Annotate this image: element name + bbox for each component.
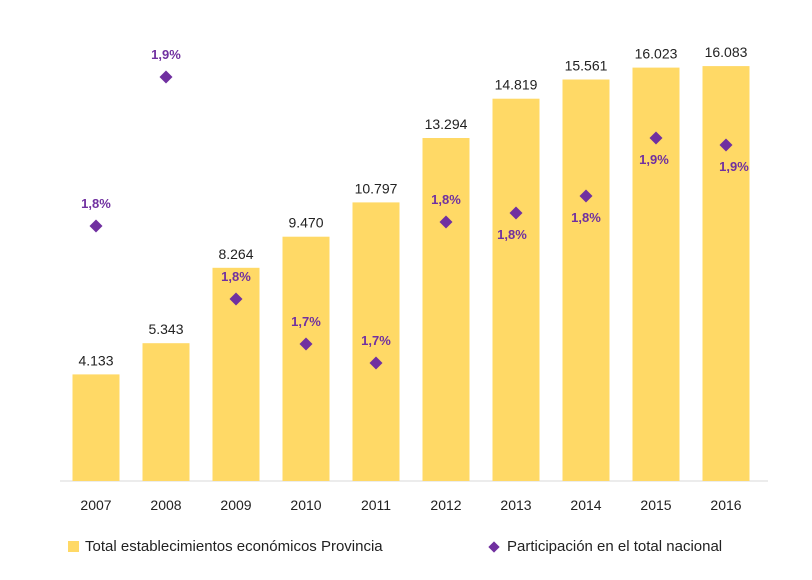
bar-2014 <box>562 79 610 481</box>
x-tick-label-2015: 2015 <box>640 497 671 513</box>
marker-label-2007: 1,8% <box>81 196 111 211</box>
bar-2013 <box>492 98 540 481</box>
bar-2010 <box>282 236 330 481</box>
bar-value-label-2010: 9.470 <box>288 215 323 231</box>
bar-label-group: 4.133 5.343 8.264 9.470 10.797 13.294 14.819 15… <box>78 44 747 368</box>
x-tick-label-2009: 2009 <box>220 497 251 513</box>
marker-label-2011: 1,7% <box>361 333 391 348</box>
bar-value-label-2015: 16.023 <box>635 46 678 62</box>
marker-2010 <box>299 337 313 351</box>
x-tick-label-2016: 2016 <box>710 497 741 513</box>
x-tick-label-2012: 2012 <box>430 497 461 513</box>
legend-item-bars: Total establecimientos económicos Provin… <box>68 538 383 555</box>
marker-label-2015: 1,9% <box>639 152 669 167</box>
bar-2007 <box>72 374 120 481</box>
marker-2016 <box>719 138 733 152</box>
bar-2012 <box>422 138 470 481</box>
legend-bar-swatch <box>68 541 79 552</box>
bar-value-label-2013: 14.819 <box>495 77 538 93</box>
marker-2009 <box>229 292 243 306</box>
marker-2014 <box>579 189 593 203</box>
marker-2013 <box>509 206 523 220</box>
marker-label-2016: 1,9% <box>719 159 749 174</box>
marker-2008 <box>159 70 173 84</box>
marker-label-group: 1,8% 1,9% 1,8% 1,7% 1,7% 1,8% 1,8% 1,8% 1,9% 1,9% <box>81 47 749 348</box>
marker-2015 <box>649 131 663 145</box>
marker-2007 <box>89 219 103 233</box>
bar-value-label-2007: 4.133 <box>78 352 113 368</box>
x-tick-label-2007: 2007 <box>80 497 111 513</box>
x-tick-label-2014: 2014 <box>570 497 601 513</box>
marker-label-2008: 1,9% <box>151 47 181 62</box>
legend-item-markers: Participación en el total nacional <box>488 538 723 555</box>
legend-label-bars: Total establecimientos económicos Provin… <box>85 538 383 555</box>
marker-2011 <box>369 356 383 370</box>
marker-group <box>89 70 733 370</box>
bar-2016 <box>702 66 750 481</box>
bar-value-label-2012: 13.294 <box>425 116 468 132</box>
x-tick-label-2010: 2010 <box>290 497 321 513</box>
bar-group <box>72 66 750 481</box>
bar-value-label-2011: 10.797 <box>355 180 398 196</box>
marker-label-2010: 1,7% <box>291 314 321 329</box>
x-tick-group: 2007 2008 2009 2010 2011 2012 2013 2014 2015 2016 <box>80 497 741 513</box>
x-tick-label-2008: 2008 <box>150 497 181 513</box>
x-tick-label-2013: 2013 <box>500 497 531 513</box>
bar-2008 <box>142 343 190 481</box>
bar-2015 <box>632 67 680 481</box>
x-tick-label-2011: 2011 <box>361 497 391 513</box>
marker-label-2009: 1,8% <box>221 269 251 284</box>
bar-value-label-2016: 16.083 <box>705 44 748 60</box>
legend-diamond-swatch <box>488 540 500 553</box>
bar-value-label-2008: 5.343 <box>148 321 183 337</box>
legend: Total establecimientos económicos Provin… <box>0 538 812 562</box>
marker-label-2013: 1,8% <box>497 227 527 242</box>
bar-value-label-2014: 15.561 <box>565 58 608 74</box>
marker-label-2012: 1,8% <box>431 192 461 207</box>
marker-2012 <box>439 215 453 229</box>
legend-label-markers: Participación en el total nacional <box>507 538 723 555</box>
bar-2011 <box>352 202 400 481</box>
bar-value-label-2009: 8.264 <box>218 246 253 262</box>
marker-label-2014: 1,8% <box>571 210 601 225</box>
